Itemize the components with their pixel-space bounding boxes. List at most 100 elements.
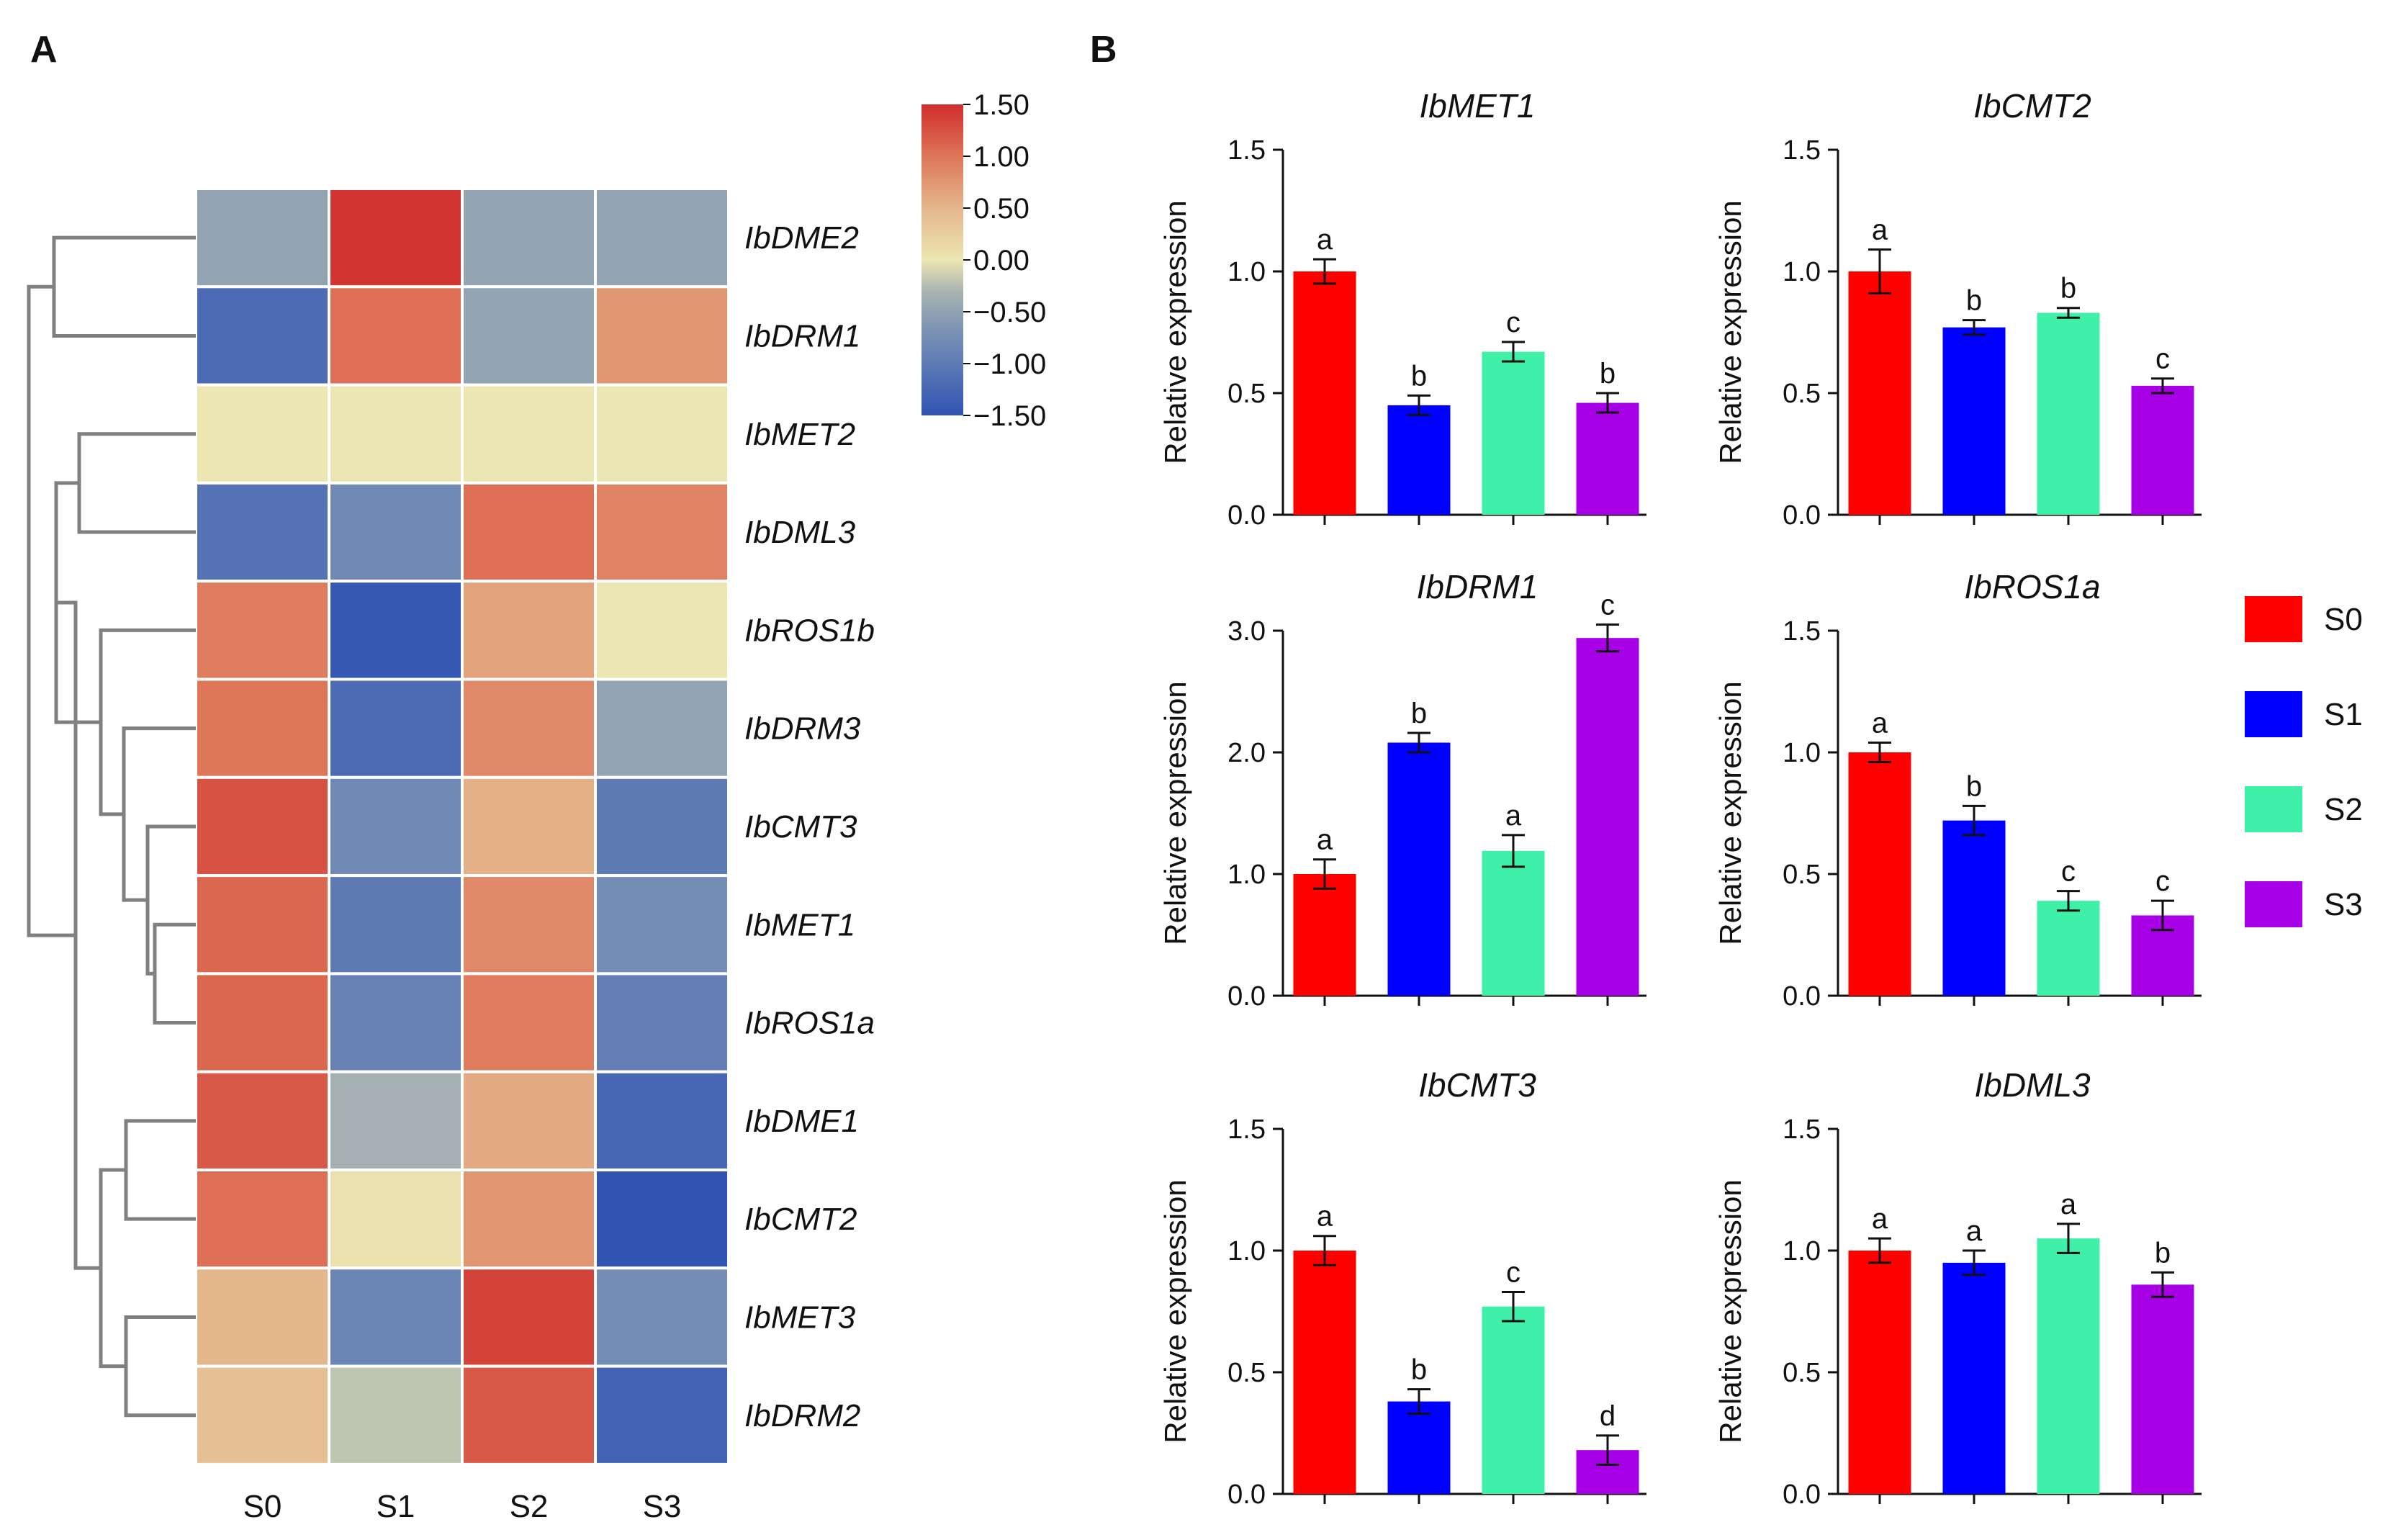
heatmap-cell-IbCMT3-S2 <box>461 775 597 878</box>
heatmap-cell-IbROS1b-S1 <box>328 580 464 681</box>
y-tick-label: 0.5 <box>1783 860 1821 890</box>
significance-letter: b <box>1600 358 1616 389</box>
y-tick-label: 1.0 <box>1227 257 1266 287</box>
heatmap-cell-IbDRM2-S1 <box>328 1364 464 1466</box>
heatmap-cell-IbROS1a-S0 <box>194 972 330 1073</box>
heatmap-cell-IbDRM2-S2 <box>461 1364 597 1466</box>
legend-swatch-S3 <box>2245 881 2302 927</box>
heatmap-cell-IbMET1-S3 <box>594 874 730 976</box>
bar-S1 <box>1942 820 2006 996</box>
significance-letter: a <box>1317 224 1333 256</box>
bar-S3 <box>2131 1284 2194 1494</box>
y-tick-label: 1.5 <box>1783 616 1821 647</box>
bar-S1 <box>1942 327 2006 515</box>
y-tick-label: 1.5 <box>1783 135 1821 166</box>
bar-S2 <box>2037 312 2100 515</box>
dendrogram-branch <box>153 922 196 1025</box>
heatmap-cell-IbDRM3-S2 <box>461 677 597 779</box>
legend-label-S0: S0 <box>2324 602 2363 637</box>
heatmap-cell-IbDME1-S3 <box>594 1070 730 1171</box>
row-label-IbMET2: IbMET2 <box>744 417 855 452</box>
bar-chart-IbROS1a: IbROS1a 0.0 0.5 1.0 1.5 Relative expression a b… <box>1713 568 2202 1012</box>
y-tick-label: 0.0 <box>1227 500 1266 531</box>
y-tick-label: 0.0 <box>1783 981 1821 1012</box>
significance-letter: c <box>2155 865 2170 897</box>
heatmap-cell-IbCMT2-S1 <box>328 1168 464 1270</box>
legend-label-S2: S2 <box>2324 792 2363 827</box>
row-label-IbMET3: IbMET3 <box>744 1300 856 1335</box>
y-tick-label: 1.5 <box>1783 1115 1821 1145</box>
heatmap-cell-IbMET2-S0 <box>194 383 330 485</box>
column-label-S3: S3 <box>643 1489 682 1524</box>
bar-chart-title: IbCMT2 <box>1973 87 2091 125</box>
bar-S1 <box>1942 1262 2006 1494</box>
heatmap-cell-IbDME2-S0 <box>194 187 330 289</box>
heatmap-cell-IbDME2-S2 <box>461 187 597 289</box>
row-label-IbCMT3: IbCMT3 <box>744 809 857 845</box>
row-label-IbROS1b: IbROS1b <box>744 613 875 648</box>
bar-S2 <box>1482 850 1545 996</box>
heatmap-cell-IbMET1-S1 <box>328 874 464 976</box>
dendrogram-branch <box>122 726 196 902</box>
heatmap-cell-IbDRM3-S0 <box>194 677 330 779</box>
row-dendrogram <box>27 235 196 1418</box>
significance-letter: a <box>1872 215 1888 246</box>
heatmap-cell-IbDME2-S1 <box>328 187 464 289</box>
bar-chart-IbCMT3: IbCMT3 0.0 0.5 1.0 1.5 Relative expression a b c… <box>1158 1066 1646 1510</box>
heatmap-cell-IbDRM1-S1 <box>328 285 464 387</box>
panel-label-b: B <box>1090 29 1117 71</box>
row-label-IbDRM3: IbDRM3 <box>744 711 861 747</box>
heatmap-cell-IbMET3-S1 <box>328 1266 464 1368</box>
y-tick-label: 0.5 <box>1783 379 1821 409</box>
heatmap-cell-IbCMT3-S1 <box>328 775 464 878</box>
y-tick-label: 0.0 <box>1783 500 1821 531</box>
y-axis-label: Relative expression <box>1713 681 1747 945</box>
significance-letter: a <box>1505 800 1522 832</box>
y-tick-label: 1.0 <box>1783 1236 1821 1266</box>
row-label-IbDML3: IbDML3 <box>744 515 856 550</box>
row-label-IbMET1: IbMET1 <box>744 907 855 942</box>
heatmap-cell-IbMET2-S1 <box>328 383 464 485</box>
row-label-IbDME2: IbDME2 <box>744 220 859 256</box>
significance-letter: c <box>2061 856 2076 888</box>
heatmap-cell-IbCMT3-S3 <box>594 775 730 878</box>
significance-letter: b <box>2155 1237 2171 1269</box>
column-label-S2: S2 <box>510 1489 549 1524</box>
colorbar-tick-label: 1.50 <box>973 89 1029 121</box>
heatmap-cell-IbCMT2-S2 <box>461 1168 597 1270</box>
row-label-IbCMT2: IbCMT2 <box>744 1202 857 1237</box>
significance-letter: c <box>1600 590 1615 621</box>
dendrogram-branch <box>124 1119 196 1221</box>
bar-chart-title: IbCMT3 <box>1418 1066 1536 1104</box>
y-tick-label: 0.0 <box>1227 1480 1266 1510</box>
heatmap-cell-IbMET2-S2 <box>461 383 597 485</box>
y-tick-label: 1.0 <box>1783 257 1821 287</box>
heatmap-cell-IbDML3-S1 <box>328 481 464 583</box>
row-label-IbROS1a: IbROS1a <box>744 1006 875 1041</box>
heatmap-cell-IbCMT3-S0 <box>194 775 330 878</box>
dendrogram-branch <box>99 628 196 816</box>
y-tick-label: 1.0 <box>1227 1236 1266 1266</box>
bar-S3 <box>1576 402 1639 515</box>
bar-S2 <box>2037 1238 2100 1494</box>
legend-label-S1: S1 <box>2324 697 2363 732</box>
heatmap-cell-IbMET3-S0 <box>194 1266 330 1368</box>
bar-S0 <box>1848 752 1911 996</box>
row-label-IbDME1: IbDME1 <box>744 1104 859 1139</box>
dendrogram-branch <box>52 235 196 338</box>
heatmap-cell-IbDRM2-S3 <box>594 1364 730 1466</box>
heatmap-cell-IbROS1a-S2 <box>461 972 597 1073</box>
heatmap-cell-IbDRM3-S3 <box>594 677 730 779</box>
y-axis-label: Relative expression <box>1158 200 1192 464</box>
heatmap-cell-IbDML3-S0 <box>194 481 330 583</box>
significance-letter: b <box>2060 273 2076 305</box>
significance-letter: a <box>1317 1201 1333 1233</box>
panel-label-a: A <box>30 29 58 71</box>
bar-charts: IbMET1 0.0 0.5 1.0 1.5 Relative expression a b c… <box>1158 87 2202 1510</box>
bar-chart-title: IbMET1 <box>1419 87 1535 125</box>
colorbar-tick-label: −1.00 <box>973 348 1046 380</box>
heatmap-cell-IbDME2-S3 <box>594 187 730 289</box>
legend-label-S3: S3 <box>2324 887 2363 922</box>
heatmap-cell-IbDME1-S1 <box>328 1070 464 1171</box>
